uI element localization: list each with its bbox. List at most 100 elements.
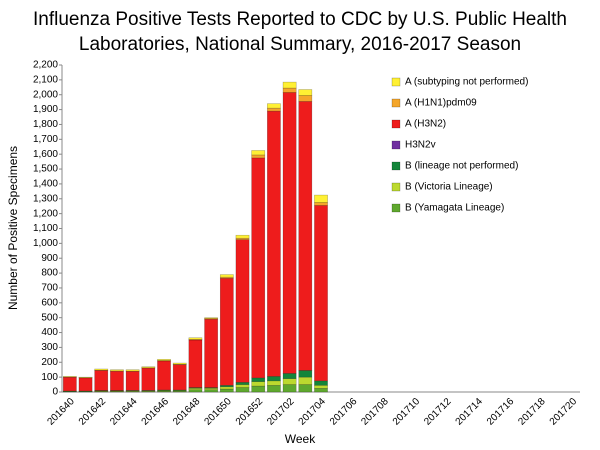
legend-swatch [391, 119, 401, 129]
x-tick-label: 201648 [171, 396, 203, 428]
legend-label: B (Victoria Lineage) [405, 182, 493, 193]
y-tick-label: 100 [41, 372, 58, 383]
bar-segment [172, 364, 187, 391]
bar-segment [298, 95, 313, 102]
bar-segment [204, 318, 218, 388]
bar-segment [188, 337, 203, 340]
x-tick-label: 201652 [234, 396, 266, 428]
bar-segment [267, 107, 281, 112]
bar-segment [235, 384, 250, 388]
bar-segment [219, 388, 234, 393]
bar-segment [78, 377, 93, 392]
bar-segment [282, 378, 297, 385]
bar-segment [251, 385, 266, 393]
bar-segment [267, 385, 281, 393]
bar-segment [157, 360, 171, 391]
bar-segment [188, 387, 203, 389]
legend-label: A (H1N1)pdm09 [405, 98, 477, 109]
legend-swatch [391, 77, 401, 87]
x-tick-label: 201644 [108, 396, 140, 428]
bar-segment [235, 239, 250, 383]
x-tick-label: 201716 [485, 396, 517, 428]
legend-label: A (H3N2) [405, 119, 446, 130]
x-tick-label: 201646 [140, 396, 172, 428]
x-tick-label: 201708 [359, 396, 391, 428]
bar-segment [188, 339, 203, 388]
y-tick-label: 1,500 [33, 164, 58, 175]
x-tick-label: 201720 [548, 396, 580, 428]
y-tick-label: 1,700 [33, 134, 58, 145]
y-tick-label: 800 [41, 268, 58, 279]
legend-swatch [391, 140, 401, 150]
bar-segment [157, 359, 171, 361]
bar-segment [141, 366, 156, 369]
bar-segment [251, 150, 266, 156]
bar-segment [314, 380, 328, 386]
bar-segment [110, 370, 124, 391]
bar-segment [188, 389, 203, 393]
y-tick-label: 900 [41, 253, 58, 264]
legend-label: A (subtyping not performed) [405, 77, 528, 88]
y-tick-label: 2,100 [33, 75, 58, 86]
bar-segment [63, 376, 77, 392]
chart-title: Influenza Positive Tests Reported to CDC… [33, 9, 567, 30]
bar-segment [219, 274, 234, 278]
x-tick-label: 201702 [265, 396, 297, 428]
y-tick-label: 1,300 [33, 193, 58, 204]
bar-segment [235, 234, 250, 239]
bar-segment [282, 384, 297, 393]
bar-segment [267, 376, 281, 382]
bar-segment [141, 367, 156, 391]
bar-segment [267, 103, 281, 109]
y-tick-label: 600 [41, 297, 58, 308]
bar-segment [298, 384, 313, 393]
bar-segment [125, 371, 140, 391]
bar-segment [314, 205, 328, 382]
x-tick-label: 201640 [45, 396, 77, 428]
bar-segment [204, 387, 218, 389]
x-tick-label: 201642 [77, 396, 109, 428]
legend-swatch [391, 182, 401, 192]
bar-segment [251, 154, 266, 159]
y-tick-label: 1,900 [33, 104, 58, 115]
legend-label: H3N2v [405, 140, 436, 151]
bar-segment [267, 110, 281, 377]
bar-segment [314, 194, 328, 203]
x-axis-label: Week [285, 432, 316, 446]
bar-segment [267, 380, 281, 386]
bar-segment [298, 376, 313, 385]
bar-segment [219, 386, 234, 390]
y-tick-label: 1,400 [33, 179, 58, 190]
bar-segment [235, 382, 250, 385]
y-tick-label: 400 [41, 327, 58, 338]
y-tick-label: 500 [41, 312, 58, 323]
y-tick-label: 300 [41, 342, 58, 353]
bar-segment [251, 377, 266, 382]
x-tick-label: 201706 [328, 396, 360, 428]
y-tick-label: 1,000 [33, 238, 58, 249]
x-tick-label: 201712 [422, 396, 454, 428]
bar-segment [282, 92, 297, 374]
legend-label: B (lineage not performed) [405, 161, 518, 172]
legend-swatch [391, 98, 401, 108]
bar-segment [94, 370, 109, 391]
x-tick-label: 201650 [202, 396, 234, 428]
bar-segment [78, 376, 93, 378]
bar-segment [298, 89, 313, 96]
bar-segment [235, 387, 250, 393]
y-tick-label: 200 [41, 357, 58, 368]
y-tick-label: 1,100 [33, 223, 58, 234]
bar-segment [282, 373, 297, 379]
bar-segment [251, 157, 266, 379]
bar-segment [172, 362, 187, 365]
bar-segment [282, 87, 297, 93]
y-axis-label: Number of Positive Specimens [6, 146, 20, 310]
bar-segment [204, 317, 218, 319]
y-tick-label: 700 [41, 283, 58, 294]
bar-segment [94, 368, 109, 371]
x-tick-label: 201710 [391, 396, 423, 428]
legend-label: B (Yamagata Lineage) [405, 203, 504, 214]
x-tick-label: 201718 [516, 396, 548, 428]
legend-swatch [391, 161, 401, 171]
